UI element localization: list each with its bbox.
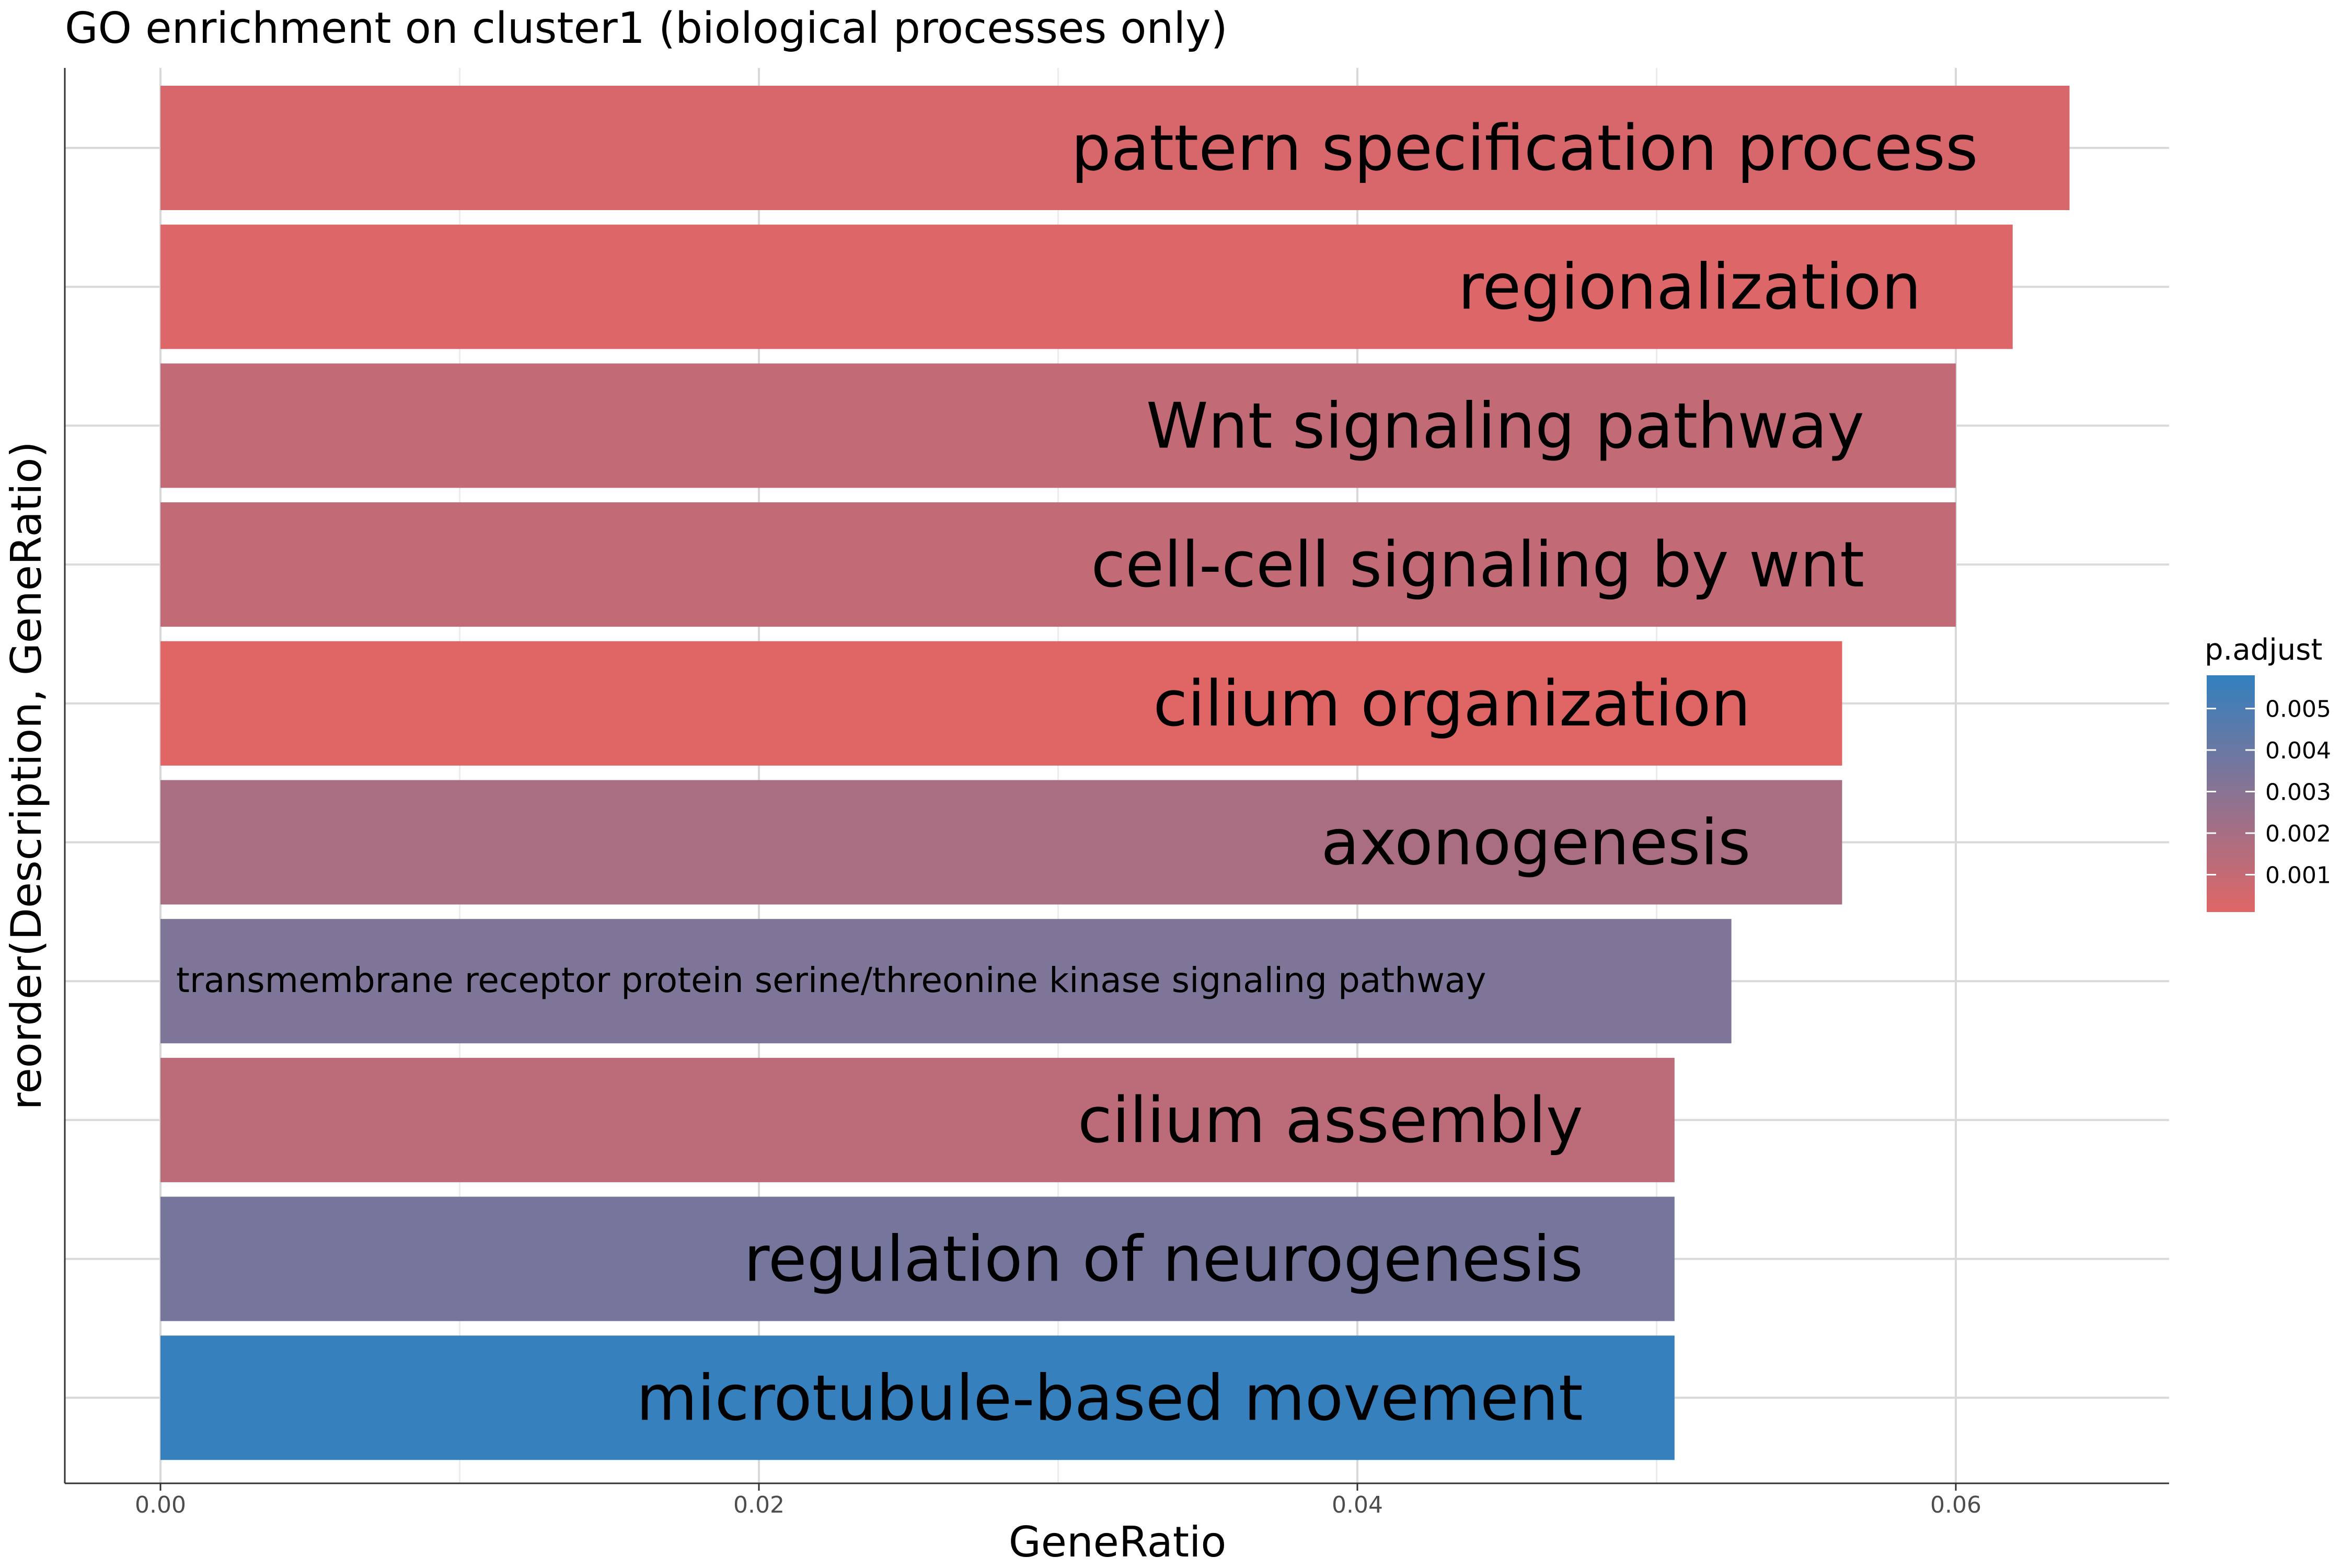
legend-ticks: 0.001 0.002 0.003 0.004 0.005 [2207,696,2331,889]
bar-label: pattern specification process [1071,112,1978,185]
legend-tick-label: 0.005 [2265,696,2331,723]
bar-label: cilium organization [1153,668,1750,741]
legend-tick-label: 0.003 [2265,779,2331,806]
legend-tick-label: 0.002 [2265,821,2331,847]
x-axis-ticks: 0.00 0.02 0.04 0.06 [135,1483,1981,1518]
legend: p.adjust 0.001 0.002 0.003 0.004 0.005 [2205,633,2331,912]
bar [160,780,1842,905]
bar-label: transmembrane receptor protein serine/th… [176,960,1486,1000]
bar-label: regionalization [1458,251,1921,324]
bar [160,86,2070,210]
bar-label: regulation of neurogenesis [744,1224,1583,1296]
legend-tick-label: 0.001 [2265,862,2331,889]
bar [160,224,2013,349]
bars: pattern specification process regionaliza… [160,86,2070,1460]
bar [160,919,1732,1044]
bar [160,641,1842,766]
bar-label: Wnt signaling pathway [1146,390,1864,463]
bar [160,502,1956,627]
bar-label: cilium assembly [1078,1085,1583,1157]
chart-title: GO enrichment on cluster1 (biological pr… [65,4,1228,53]
x-tick-label: 0.00 [135,1492,186,1518]
x-axis-title: GeneRatio [1009,1518,1227,1566]
x-tick-label: 0.04 [1332,1492,1383,1518]
y-axis-title: reorder(Description, GeneRatio) [2,441,51,1110]
bar-label: microtubule-based movement [636,1362,1583,1435]
x-tick-label: 0.06 [1930,1492,1981,1518]
legend-tick-label: 0.004 [2265,737,2331,764]
legend-colorbar [2207,675,2255,912]
bar [160,1057,1675,1182]
bar [160,1335,1675,1460]
bar-label: axonogenesis [1321,807,1750,880]
bar [160,363,1956,488]
bar-label: cell-cell signaling by wnt [1091,529,1864,602]
x-tick-label: 0.02 [733,1492,785,1518]
bar [160,1196,1675,1321]
legend-title: p.adjust [2205,633,2322,667]
